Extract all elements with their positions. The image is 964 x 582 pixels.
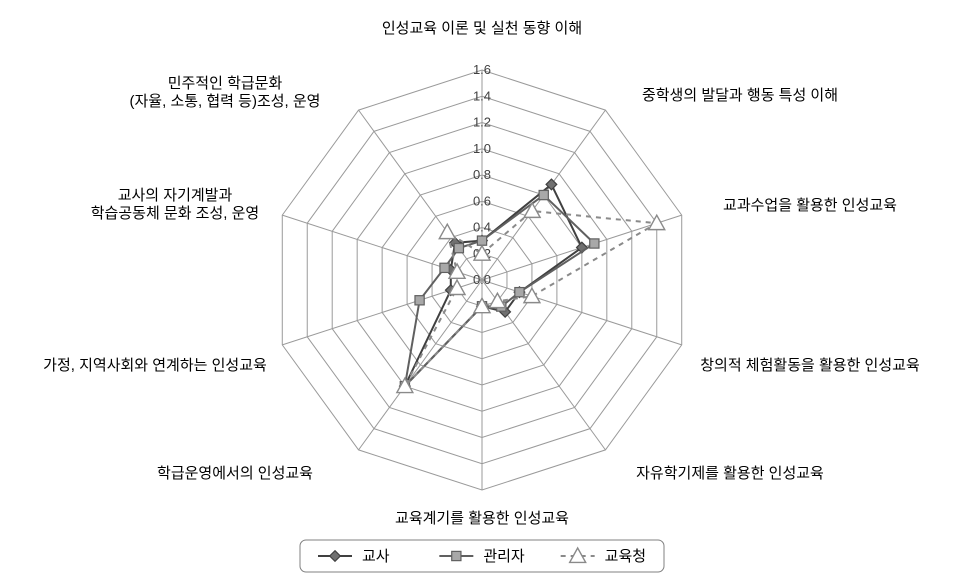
radial-tick-label: 1.2 (473, 115, 491, 130)
marker-square (452, 551, 461, 560)
axis-label: 인성교육 이론 및 실천 동향 이해 (382, 20, 582, 37)
marker-square (539, 190, 548, 199)
series-line (405, 195, 594, 386)
radar-chart: 0.00.20.40.60.81.01.21.41.6인성교육 이론 및 실천 … (0, 0, 964, 582)
radial-tick-label: 1.0 (473, 141, 491, 156)
radar-chart-container: 0.00.20.40.60.81.01.21.41.6인성교육 이론 및 실천 … (0, 0, 964, 582)
axis-label: 가정, 지역사회와 연계하는 인성교육 (43, 357, 267, 374)
axis-label: 민주적인 학급문화(자율, 소통, 협력 등)조성, 운영 (130, 75, 321, 110)
marker-triangle (524, 288, 540, 302)
marker-square (415, 296, 424, 305)
marker-square (454, 244, 463, 253)
legend-label: 교육청 (605, 548, 646, 565)
marker-triangle (649, 215, 665, 229)
radial-tick-label: 0.8 (473, 167, 491, 182)
marker-triangle (439, 224, 455, 238)
axis-label: 중학생의 발달과 행동 특성 이해 (642, 87, 838, 104)
radial-tick-label: 0.4 (473, 220, 491, 235)
radial-tick-label: 0.0 (473, 272, 491, 287)
radial-tick-label: 1.4 (473, 88, 491, 103)
marker-square (477, 236, 486, 245)
axis-label: 교과수업을 활용한 인성교육 (723, 197, 897, 214)
axis-label: 교사의 자기계발과학습공동체 문화 조성, 운영 (91, 187, 259, 222)
marker-square (440, 263, 449, 272)
grid-spoke (359, 110, 482, 280)
legend-label: 관리자 (483, 548, 525, 565)
radial-tick-label: 1.6 (473, 62, 491, 77)
axis-label: 교육계기를 활용한 인성교육 (395, 510, 569, 527)
axis-label: 학급운영에서의 인성교육 (157, 465, 313, 482)
radial-tick-label: 0.6 (473, 193, 491, 208)
axis-label: 창의적 체험활동을 활용한 인성교육 (700, 357, 920, 374)
axis-label: 자유학기제를 활용한 인성교육 (636, 465, 824, 482)
marker-square (515, 288, 524, 297)
marker-square (590, 239, 599, 248)
legend-label: 교사 (362, 548, 390, 565)
